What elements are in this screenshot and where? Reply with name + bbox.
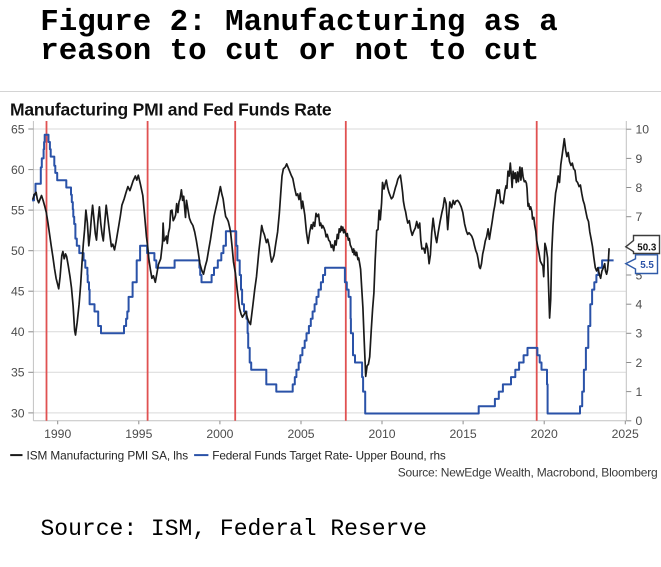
svg-text:35: 35	[11, 366, 25, 380]
svg-text:1: 1	[636, 385, 643, 399]
svg-text:65: 65	[11, 122, 25, 136]
svg-text:2010: 2010	[368, 427, 395, 441]
svg-text:reason to cut or not to cut: reason to cut or not to cut	[40, 34, 539, 69]
svg-text:2020: 2020	[531, 427, 558, 441]
svg-text:2000: 2000	[206, 427, 233, 441]
svg-text:Source: NewEdge Wealth, Macrob: Source: NewEdge Wealth, Macrobond, Bloom…	[398, 466, 658, 480]
svg-text:45: 45	[11, 285, 25, 299]
svg-text:7: 7	[636, 210, 643, 224]
svg-text:3: 3	[636, 327, 643, 341]
svg-text:60: 60	[11, 163, 25, 177]
svg-text:30: 30	[11, 406, 25, 420]
svg-text:5: 5	[636, 268, 643, 282]
svg-text:10: 10	[636, 123, 650, 137]
svg-text:Federal Funds Target Rate- Upp: Federal Funds Target Rate- Upper Bound, …	[212, 448, 446, 462]
svg-text:1990: 1990	[44, 427, 71, 441]
svg-text:9: 9	[636, 152, 643, 166]
svg-text:Manufacturing PMI and Fed Fund: Manufacturing PMI and Fed Funds Rate	[10, 100, 332, 120]
svg-text:4: 4	[636, 298, 643, 312]
svg-text:55: 55	[11, 204, 25, 218]
svg-text:50.3: 50.3	[637, 242, 657, 253]
svg-text:40: 40	[11, 325, 25, 339]
svg-text:0: 0	[636, 414, 643, 428]
svg-text:Source: ISM, Federal Reserve: Source: ISM, Federal Reserve	[41, 516, 427, 542]
svg-text:8: 8	[636, 181, 643, 195]
svg-text:1995: 1995	[125, 427, 152, 441]
svg-text:5.5: 5.5	[640, 260, 654, 271]
svg-text:ISM Manufacturing PMI SA, lhs: ISM Manufacturing PMI SA, lhs	[27, 448, 189, 462]
svg-text:2005: 2005	[287, 427, 314, 441]
svg-text:Figure 2: Manufacturing as a: Figure 2: Manufacturing as a	[40, 5, 557, 40]
svg-text:2025: 2025	[612, 427, 639, 441]
svg-text:2: 2	[636, 356, 643, 370]
svg-text:50: 50	[11, 244, 25, 258]
svg-text:2015: 2015	[450, 427, 477, 441]
